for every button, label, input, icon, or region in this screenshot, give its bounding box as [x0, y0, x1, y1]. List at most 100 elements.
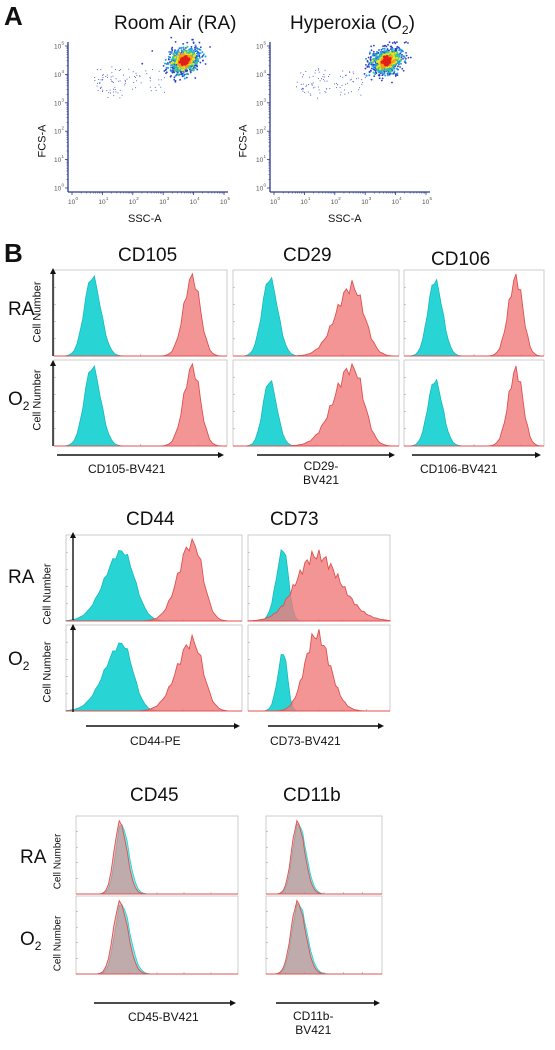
scatter-ra-event: [119, 97, 121, 99]
scatter-o2-event: [396, 41, 398, 44]
scatter-ra-event: [189, 70, 192, 73]
scatter-o2-event: [344, 93, 346, 95]
scatter-o2-event: [334, 83, 336, 85]
scatter-ra-event: [201, 50, 204, 53]
scatter-ra-event: [192, 38, 194, 41]
scatter-o2-event: [391, 72, 394, 75]
scatter-o2-y-tick-label: 10: [256, 157, 264, 164]
scatter-o2-event: [397, 65, 399, 68]
scatter-o2-event: [409, 56, 412, 59]
scatter-o2-event: [370, 45, 373, 48]
scatter-ra-y-tick-exp: 2: [62, 126, 65, 131]
scatter-ra-event: [182, 46, 185, 49]
scatter-ra-event: [174, 49, 176, 52]
scatter-o2-event: [387, 43, 389, 46]
scatter-ra-x-tick-label: 10: [68, 199, 76, 206]
row3-o2-ylabel: Cell Number: [52, 915, 64, 972]
scatter-ra-event: [169, 53, 172, 56]
scatter-ra-event: [171, 59, 174, 62]
scatter-ra-event: [190, 55, 193, 58]
scatter-ra-event: [168, 50, 171, 53]
scatter-o2-event: [314, 72, 316, 74]
scatter-ra-event: [196, 58, 199, 61]
scatter-o2-event: [374, 69, 377, 71]
scatter-o2-x-tick-exp: 0: [278, 196, 281, 201]
scatter-o2-event: [353, 73, 355, 75]
scatter-o2-event: [314, 86, 316, 88]
scatter-ra-event: [177, 73, 180, 77]
scatter-o2-event: [400, 50, 403, 53]
scatter-ra-y-tick-label: 10: [54, 186, 62, 193]
scatter-o2-y-tick-label: 10: [256, 129, 264, 136]
cd11b-o2-frame: [265, 895, 383, 975]
scatter-ra-event: [177, 52, 181, 55]
row2-ra-ylabel: Cell Number: [41, 563, 54, 625]
scatter-o2-event: [396, 74, 399, 77]
scatter-o2-event: [342, 70, 344, 72]
scatter-ra-event: [178, 60, 182, 64]
scatter-ra-event: [183, 49, 186, 52]
scatter-ra-event: [149, 80, 151, 82]
scatter-ra-event: [121, 94, 123, 96]
scatter-o2-event: [399, 66, 401, 68]
scatter-o2-event: [344, 89, 346, 91]
scatter-ra-event: [126, 78, 128, 80]
scatter-o2-event: [398, 61, 401, 64]
scatter-o2-event: [381, 69, 384, 72]
scatter-ra-event: [115, 68, 117, 70]
scatter-ra-event: [185, 76, 188, 79]
scatter-ra-event: [124, 82, 126, 84]
scatter-ra-event: [108, 92, 110, 94]
scatter-ra-event: [111, 72, 113, 74]
scatter-ra-y-tick-exp: 0: [62, 183, 65, 188]
scatter-ra-event: [168, 61, 171, 64]
scatter-ra-event: [199, 48, 202, 51]
scatter-o2-event: [368, 66, 370, 68]
scatter-ra-event: [109, 92, 111, 94]
scatter-ra-event: [194, 77, 197, 79]
scatter-o2-event: [341, 84, 343, 86]
scatter-ra-event: [177, 69, 180, 73]
scatter-ra-event: [186, 70, 188, 72]
scatter-ra-event: [199, 46, 202, 49]
scatter-o2-event: [375, 54, 378, 57]
scatter-o2-event: [373, 75, 376, 78]
scatter-o2-event: [400, 56, 403, 59]
scatter-o2-event: [383, 47, 386, 50]
cd44-x-arrowhead: [234, 723, 240, 729]
scatter-ra-event: [117, 92, 119, 94]
scatter-ra-event: [194, 67, 197, 70]
scatter-o2-event: [375, 66, 379, 69]
scatter-o2-event: [358, 89, 360, 91]
panel-a-label: A: [4, 1, 23, 31]
scatter-ra-event: [173, 71, 176, 74]
scatter-ra-event: [190, 46, 193, 48]
scatter-ra-event: [125, 81, 127, 83]
scatter-o2-event: [349, 79, 351, 81]
scatter-ra-event: [96, 85, 98, 87]
scatter-o2-event: [324, 69, 326, 71]
scatter-ra-event: [170, 51, 173, 54]
scatter-o2-x-tick-label: 10: [331, 199, 339, 206]
scatter-o2-event: [329, 74, 331, 76]
scatter-o2-event: [324, 91, 326, 93]
scatter-o2-event: [364, 67, 367, 70]
scatter-o2-event: [359, 87, 361, 89]
scatter-ra-event: [164, 69, 167, 72]
scatter-o2-event: [383, 50, 386, 53]
scatter-o2-event: [388, 70, 391, 73]
scatter-o2-event: [365, 57, 368, 60]
scatter-ra-y-tick-exp: 5: [62, 41, 65, 46]
scatter-ra-event: [135, 72, 137, 74]
scatter-ra-event: [180, 52, 184, 56]
scatter-o2-event: [405, 51, 407, 54]
scatter-o2-event: [326, 80, 328, 82]
scatter-ra-event: [198, 41, 201, 44]
scatter-o2-event: [382, 45, 384, 48]
scatter-ra-x-tick-exp: 2: [136, 196, 139, 201]
scatter-ra-event: [173, 78, 176, 81]
scatter-o2-event: [305, 84, 307, 86]
scatter-ra-x-tick-exp: 4: [197, 196, 200, 201]
